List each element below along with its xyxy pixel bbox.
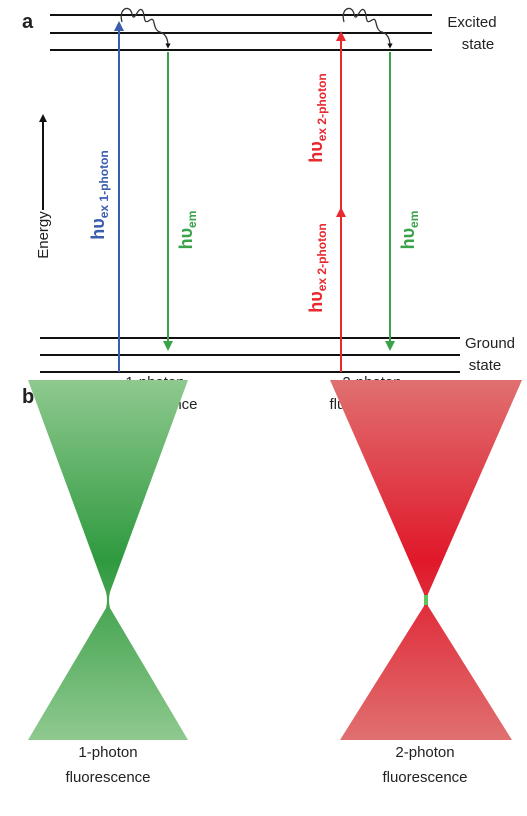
excited-label: Excited <box>447 14 496 31</box>
symbol: hυ <box>306 141 326 162</box>
ground-label: Ground <box>465 335 515 352</box>
caption: fluorescence <box>65 769 150 786</box>
focal-spot <box>424 595 428 605</box>
panel-label: a <box>22 11 34 33</box>
symbol: hυ <box>398 228 418 249</box>
ground-label: state <box>469 357 502 374</box>
symbol: hυ <box>176 228 196 249</box>
transition-label: hυem <box>398 211 421 250</box>
excited-label: state <box>462 36 495 53</box>
ground-levels <box>40 338 460 372</box>
transition-label: hυem <box>176 211 199 250</box>
caption: 1-photon <box>78 744 137 761</box>
figure: a Excited state Ground state Energy hυex… <box>0 0 527 816</box>
panel-label: b <box>22 386 34 408</box>
focus-cone-red <box>330 380 522 740</box>
transition-label: hυex 2-photon <box>306 223 329 312</box>
focus-cone-green <box>28 380 188 740</box>
caption: 2-photon <box>395 744 454 761</box>
subscript: ex 2-photon <box>315 73 329 141</box>
subscript: ex 2-photon <box>315 223 329 291</box>
transition-label: hυex 2-photon <box>306 73 329 162</box>
subscript: ex 1-photon <box>97 150 111 218</box>
energy-label: Energy <box>35 211 52 259</box>
subscript: em <box>407 211 421 228</box>
symbol: hυ <box>306 291 326 312</box>
caption: fluorescence <box>382 769 467 786</box>
symbol: hυ <box>88 218 108 239</box>
transition-label: hυex 1-photon <box>88 150 111 239</box>
subscript: em <box>185 211 199 228</box>
